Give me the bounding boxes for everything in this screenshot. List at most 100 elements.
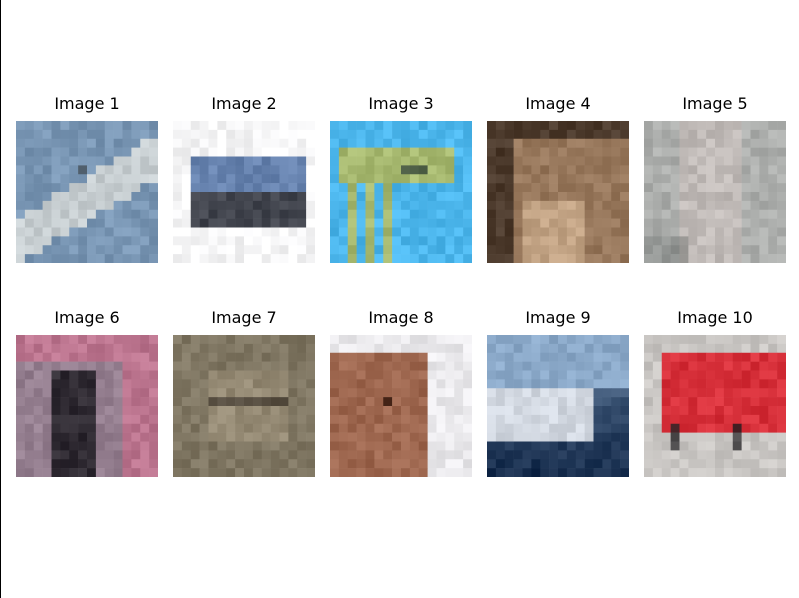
pixel [723, 209, 734, 219]
pixel [549, 468, 559, 477]
pixel [42, 245, 52, 255]
pixel [33, 423, 43, 433]
pixel [644, 379, 654, 389]
pixel [513, 459, 523, 469]
pixel [427, 343, 437, 354]
pixel [252, 343, 263, 354]
pixel [383, 406, 393, 416]
pixel [732, 441, 742, 451]
pixel [584, 459, 594, 469]
pixel [297, 254, 307, 263]
pixel [584, 450, 594, 460]
pixel [87, 156, 97, 166]
pixel [401, 432, 411, 442]
pixel [226, 432, 236, 442]
pixel [24, 218, 35, 228]
pixel [42, 441, 52, 451]
pixel [95, 388, 106, 398]
pixel [531, 129, 541, 140]
pixel [252, 335, 263, 345]
pixel [611, 183, 621, 193]
pixel [620, 227, 629, 237]
pixel [383, 370, 393, 380]
pixel [768, 227, 778, 237]
pixel [199, 388, 209, 398]
pixel [759, 129, 769, 140]
pixel [131, 397, 141, 407]
pixel [356, 397, 366, 407]
pixel [383, 352, 393, 362]
pixel [670, 370, 680, 380]
pixel [78, 379, 88, 389]
pixel [78, 388, 88, 398]
pixel [463, 254, 472, 263]
pixel [208, 254, 218, 263]
pixel [620, 245, 629, 255]
pixel [401, 335, 411, 345]
pixel [750, 138, 760, 148]
pixel [392, 423, 402, 433]
pixel [611, 423, 621, 433]
pixel [95, 343, 106, 354]
pixel [549, 200, 559, 211]
pixel [252, 236, 263, 246]
thumbnail-image [16, 335, 158, 477]
pixel [487, 147, 497, 157]
pixel [513, 343, 523, 354]
pixel [69, 352, 79, 362]
pixel [208, 183, 218, 193]
pixel [445, 138, 455, 148]
pixel [611, 441, 621, 451]
pixel [306, 335, 315, 345]
pixel [392, 165, 402, 175]
pixel [620, 156, 629, 166]
pixel [401, 370, 411, 380]
pixel [122, 370, 132, 380]
pixel [706, 183, 716, 193]
pixel [768, 245, 778, 255]
pixel [409, 121, 420, 131]
pixel [330, 218, 340, 228]
pixel [409, 138, 420, 148]
pixel [513, 406, 523, 416]
pixel [217, 165, 227, 175]
pixel [104, 397, 114, 407]
pixel [226, 406, 236, 416]
pixel [768, 156, 778, 166]
pixel [504, 174, 514, 184]
pixel [113, 200, 123, 211]
pixel [750, 209, 760, 219]
pixel [409, 129, 420, 140]
pixel [566, 254, 577, 263]
pixel [16, 352, 26, 362]
pixel [661, 254, 671, 263]
pixel [78, 183, 88, 193]
pixel [60, 138, 70, 148]
pixel [78, 397, 88, 407]
pixel [87, 147, 97, 157]
pixel [95, 432, 106, 442]
pixel [173, 406, 183, 416]
pixel [652, 218, 663, 228]
pixel [330, 254, 340, 263]
pixel [104, 236, 114, 246]
pixel [741, 138, 751, 148]
pixel [235, 121, 245, 131]
pixel [33, 450, 43, 460]
pixel [217, 414, 227, 425]
pixel [261, 227, 271, 237]
pixel [463, 335, 472, 345]
pixel [584, 335, 594, 345]
pixel [104, 352, 114, 362]
pixel [131, 254, 141, 263]
pixel [365, 379, 375, 389]
pixel [463, 414, 472, 425]
pixel [356, 468, 366, 477]
pixel [750, 370, 760, 380]
pixel [383, 192, 393, 202]
pixel [697, 459, 707, 469]
pixel [644, 414, 654, 425]
pixel [575, 183, 585, 193]
pixel [365, 165, 375, 175]
pixel [16, 406, 26, 416]
